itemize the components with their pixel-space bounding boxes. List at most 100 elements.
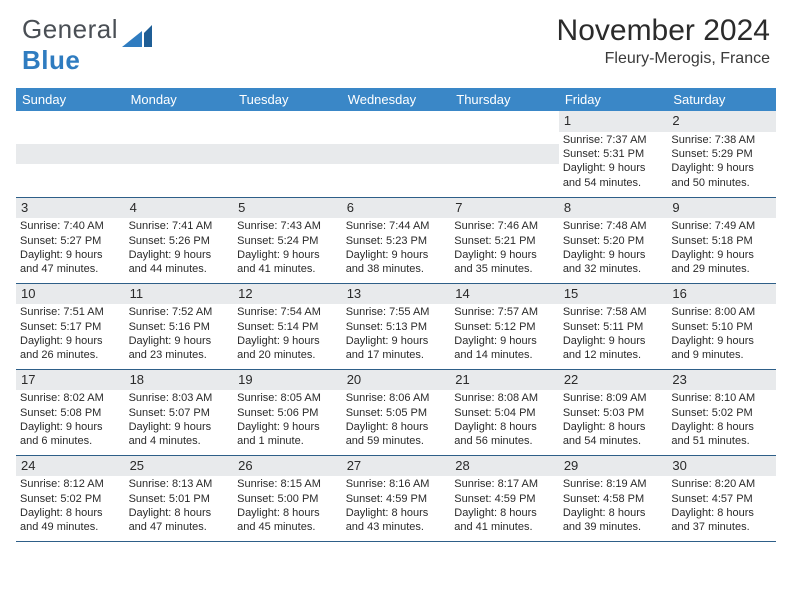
sunrise-line: Sunrise: 7:55 AM	[346, 305, 447, 319]
sunset-line: Sunset: 5:18 PM	[671, 234, 772, 248]
day-number: 17	[16, 370, 125, 391]
page-subtitle: Fleury-Merogis, France	[557, 50, 770, 68]
day-cell: 9Sunrise: 7:49 AMSunset: 5:18 PMDaylight…	[667, 197, 776, 283]
brand-mark-icon	[122, 25, 152, 52]
day-body: Sunrise: 8:00 AMSunset: 5:10 PMDaylight:…	[667, 304, 776, 366]
day-body: Sunrise: 8:05 AMSunset: 5:06 PMDaylight:…	[233, 390, 342, 452]
day-cell: 6Sunrise: 7:44 AMSunset: 5:23 PMDaylight…	[342, 197, 451, 283]
brand-logo: General Blue	[22, 14, 152, 76]
daylight-line: Daylight: 8 hours and 56 minutes.	[454, 420, 555, 449]
day-body: Sunrise: 7:38 AMSunset: 5:29 PMDaylight:…	[667, 132, 776, 194]
calendar-row: 1Sunrise: 7:37 AMSunset: 5:31 PMDaylight…	[16, 111, 776, 197]
day-number: 11	[125, 284, 234, 305]
sunrise-line: Sunrise: 8:03 AM	[129, 391, 230, 405]
day-number: 13	[342, 284, 451, 305]
day-body: Sunrise: 7:52 AMSunset: 5:16 PMDaylight:…	[125, 304, 234, 366]
daylight-line: Daylight: 9 hours and 17 minutes.	[346, 334, 447, 363]
daylight-line: Daylight: 9 hours and 44 minutes.	[129, 248, 230, 277]
sunset-line: Sunset: 5:20 PM	[563, 234, 664, 248]
day-body: Sunrise: 7:43 AMSunset: 5:24 PMDaylight:…	[233, 218, 342, 280]
daylight-line: Daylight: 8 hours and 41 minutes.	[454, 506, 555, 535]
day-cell: 24Sunrise: 8:12 AMSunset: 5:02 PMDayligh…	[16, 455, 125, 541]
day-body: Sunrise: 8:17 AMSunset: 4:59 PMDaylight:…	[450, 476, 559, 538]
sunset-line: Sunset: 5:29 PM	[671, 147, 772, 161]
daylight-line: Daylight: 8 hours and 59 minutes.	[346, 420, 447, 449]
day-cell: 8Sunrise: 7:48 AMSunset: 5:20 PMDaylight…	[559, 197, 668, 283]
day-cell: 15Sunrise: 7:58 AMSunset: 5:11 PMDayligh…	[559, 283, 668, 369]
sunset-line: Sunset: 4:59 PM	[454, 492, 555, 506]
day-number: 12	[233, 284, 342, 305]
day-cell: 7Sunrise: 7:46 AMSunset: 5:21 PMDaylight…	[450, 197, 559, 283]
sunset-line: Sunset: 5:00 PM	[237, 492, 338, 506]
calendar-row: 3Sunrise: 7:40 AMSunset: 5:27 PMDaylight…	[16, 197, 776, 283]
day-number: 9	[667, 198, 776, 219]
day-body: Sunrise: 7:58 AMSunset: 5:11 PMDaylight:…	[559, 304, 668, 366]
dow-header: Sunday	[16, 88, 125, 111]
day-number: 22	[559, 370, 668, 391]
day-number: 15	[559, 284, 668, 305]
calendar-row: 10Sunrise: 7:51 AMSunset: 5:17 PMDayligh…	[16, 283, 776, 369]
daylight-line: Daylight: 9 hours and 41 minutes.	[237, 248, 338, 277]
sunset-line: Sunset: 5:03 PM	[563, 406, 664, 420]
day-body: Sunrise: 8:15 AMSunset: 5:00 PMDaylight:…	[233, 476, 342, 538]
sunrise-line: Sunrise: 8:09 AM	[563, 391, 664, 405]
daylight-line: Daylight: 8 hours and 54 minutes.	[563, 420, 664, 449]
empty-cell	[233, 111, 342, 197]
sunset-line: Sunset: 5:27 PM	[20, 234, 121, 248]
day-body: Sunrise: 7:57 AMSunset: 5:12 PMDaylight:…	[450, 304, 559, 366]
calendar-row: 24Sunrise: 8:12 AMSunset: 5:02 PMDayligh…	[16, 455, 776, 541]
day-cell: 30Sunrise: 8:20 AMSunset: 4:57 PMDayligh…	[667, 455, 776, 541]
daylight-line: Daylight: 8 hours and 39 minutes.	[563, 506, 664, 535]
sunset-line: Sunset: 5:02 PM	[671, 406, 772, 420]
calendar-row: 17Sunrise: 8:02 AMSunset: 5:08 PMDayligh…	[16, 369, 776, 455]
sunset-line: Sunset: 5:07 PM	[129, 406, 230, 420]
day-number: 23	[667, 370, 776, 391]
day-number: 19	[233, 370, 342, 391]
daylight-line: Daylight: 8 hours and 37 minutes.	[671, 506, 772, 535]
dow-header-row: SundayMondayTuesdayWednesdayThursdayFrid…	[16, 88, 776, 111]
day-number: 4	[125, 198, 234, 219]
sunrise-line: Sunrise: 8:08 AM	[454, 391, 555, 405]
day-cell: 23Sunrise: 8:10 AMSunset: 5:02 PMDayligh…	[667, 369, 776, 455]
daylight-line: Daylight: 9 hours and 14 minutes.	[454, 334, 555, 363]
sunset-line: Sunset: 5:17 PM	[20, 320, 121, 334]
day-cell: 10Sunrise: 7:51 AMSunset: 5:17 PMDayligh…	[16, 283, 125, 369]
sunset-line: Sunset: 5:26 PM	[129, 234, 230, 248]
sunset-line: Sunset: 5:05 PM	[346, 406, 447, 420]
day-number: 24	[16, 456, 125, 477]
day-cell: 12Sunrise: 7:54 AMSunset: 5:14 PMDayligh…	[233, 283, 342, 369]
day-number: 29	[559, 456, 668, 477]
sunrise-line: Sunrise: 8:20 AM	[671, 477, 772, 491]
day-body: Sunrise: 7:51 AMSunset: 5:17 PMDaylight:…	[16, 304, 125, 366]
sunset-line: Sunset: 4:58 PM	[563, 492, 664, 506]
sunrise-line: Sunrise: 7:52 AM	[129, 305, 230, 319]
day-cell: 3Sunrise: 7:40 AMSunset: 5:27 PMDaylight…	[16, 197, 125, 283]
daylight-line: Daylight: 9 hours and 1 minute.	[237, 420, 338, 449]
daylight-line: Daylight: 9 hours and 35 minutes.	[454, 248, 555, 277]
day-cell: 27Sunrise: 8:16 AMSunset: 4:59 PMDayligh…	[342, 455, 451, 541]
day-cell: 29Sunrise: 8:19 AMSunset: 4:58 PMDayligh…	[559, 455, 668, 541]
daylight-line: Daylight: 9 hours and 20 minutes.	[237, 334, 338, 363]
day-number: 28	[450, 456, 559, 477]
sunrise-line: Sunrise: 8:13 AM	[129, 477, 230, 491]
sunrise-line: Sunrise: 7:40 AM	[20, 219, 121, 233]
sunrise-line: Sunrise: 7:58 AM	[563, 305, 664, 319]
day-body: Sunrise: 8:20 AMSunset: 4:57 PMDaylight:…	[667, 476, 776, 538]
day-body: Sunrise: 7:37 AMSunset: 5:31 PMDaylight:…	[559, 132, 668, 194]
day-number: 18	[125, 370, 234, 391]
sunrise-line: Sunrise: 8:15 AM	[237, 477, 338, 491]
day-cell: 19Sunrise: 8:05 AMSunset: 5:06 PMDayligh…	[233, 369, 342, 455]
day-cell: 20Sunrise: 8:06 AMSunset: 5:05 PMDayligh…	[342, 369, 451, 455]
sunset-line: Sunset: 4:57 PM	[671, 492, 772, 506]
title-block: November 2024 Fleury-Merogis, France	[557, 14, 770, 68]
day-number: 21	[450, 370, 559, 391]
daylight-line: Daylight: 9 hours and 6 minutes.	[20, 420, 121, 449]
day-body: Sunrise: 7:41 AMSunset: 5:26 PMDaylight:…	[125, 218, 234, 280]
sunset-line: Sunset: 4:59 PM	[346, 492, 447, 506]
day-cell: 14Sunrise: 7:57 AMSunset: 5:12 PMDayligh…	[450, 283, 559, 369]
sunrise-line: Sunrise: 8:16 AM	[346, 477, 447, 491]
day-body: Sunrise: 7:48 AMSunset: 5:20 PMDaylight:…	[559, 218, 668, 280]
day-number: 25	[125, 456, 234, 477]
day-cell: 28Sunrise: 8:17 AMSunset: 4:59 PMDayligh…	[450, 455, 559, 541]
sunrise-line: Sunrise: 8:10 AM	[671, 391, 772, 405]
